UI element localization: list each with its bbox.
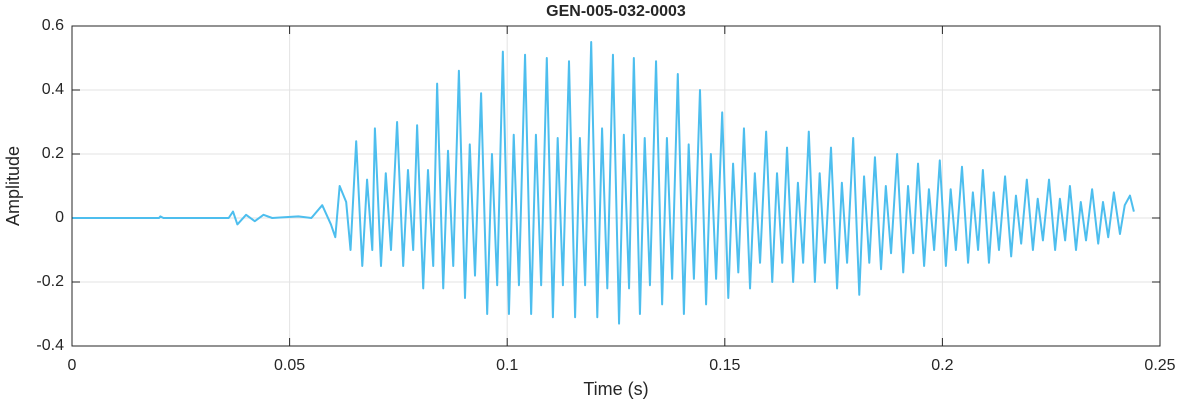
x-tick-label: 0	[68, 357, 77, 374]
y-tick-label: 0.6	[42, 17, 64, 34]
x-axis-label: Time (s)	[583, 379, 648, 399]
x-tick-label: 0.05	[274, 357, 305, 374]
x-tick-label: 0.25	[1144, 357, 1175, 374]
waveform-line	[72, 41, 1135, 325]
chart-title: GEN-005-032-0003	[546, 3, 686, 20]
y-axis-label: Amplitude	[3, 146, 23, 226]
y-tick-label: 0	[55, 209, 64, 226]
y-tick-label: -0.2	[36, 273, 64, 290]
plot-frame	[71, 25, 1161, 347]
y-tick-label: 0.4	[42, 81, 64, 98]
x-tick-label: 0.1	[496, 357, 518, 374]
x-tick-label: 0.2	[931, 357, 953, 374]
y-tick-label: 0.2	[42, 145, 64, 162]
y-tick-label: -0.4	[36, 337, 64, 354]
x-tick-label: 0.15	[709, 357, 740, 374]
